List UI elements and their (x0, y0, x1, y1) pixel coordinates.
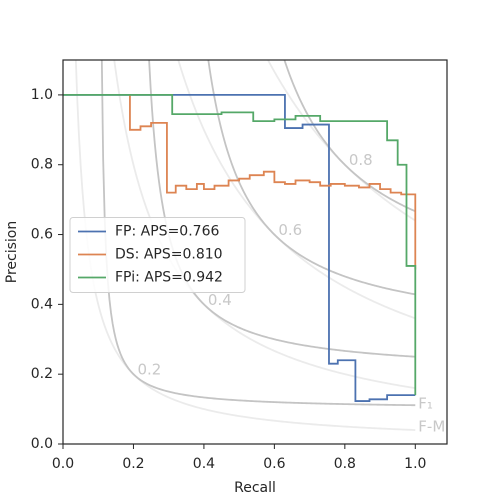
iso-fm-curve (266, 60, 416, 222)
legend-label: FPi: APS=0.942 (115, 270, 223, 286)
pr-curve (129, 94, 417, 270)
x-tick-label: 0.4 (193, 456, 215, 472)
y-tick-label: 1.0 (31, 87, 53, 103)
legend-box (69, 217, 246, 293)
iso-label: 0.8 (349, 151, 373, 169)
x-tick-label: 1.0 (404, 456, 426, 472)
legend-label: FP: APS=0.766 (115, 224, 219, 240)
pr-curve (63, 94, 417, 396)
y-tick-label: 0.2 (31, 366, 53, 382)
iso-label: 0.6 (278, 221, 302, 239)
y-tick-label: 0.0 (31, 436, 53, 452)
iso-label: 0.2 (137, 361, 161, 379)
x-tick-label: 0.8 (334, 456, 356, 472)
axes-frame (62, 59, 448, 445)
y-tick-label: 0.4 (31, 296, 53, 312)
x-tick-label: 0.6 (263, 456, 285, 472)
f1-annotation: F₁ (418, 395, 433, 413)
y-tick-label: 0.8 (31, 157, 53, 173)
x-axis-label: Recall (234, 480, 276, 496)
x-tick-label: 0.0 (52, 456, 74, 472)
y-tick-label: 0.6 (31, 227, 53, 243)
x-tick-label: 0.2 (122, 456, 144, 472)
iso-label: 0.4 (208, 291, 232, 309)
iso-f1-curve (283, 60, 416, 213)
y-axis-label: Precision (4, 221, 20, 283)
fm-annotation: F-M (418, 418, 445, 436)
pr-curve (63, 94, 416, 402)
legend-label: DS: APS=0.810 (115, 247, 223, 263)
iso-f1-curve (100, 60, 416, 407)
iso-f1-curve (207, 60, 416, 296)
